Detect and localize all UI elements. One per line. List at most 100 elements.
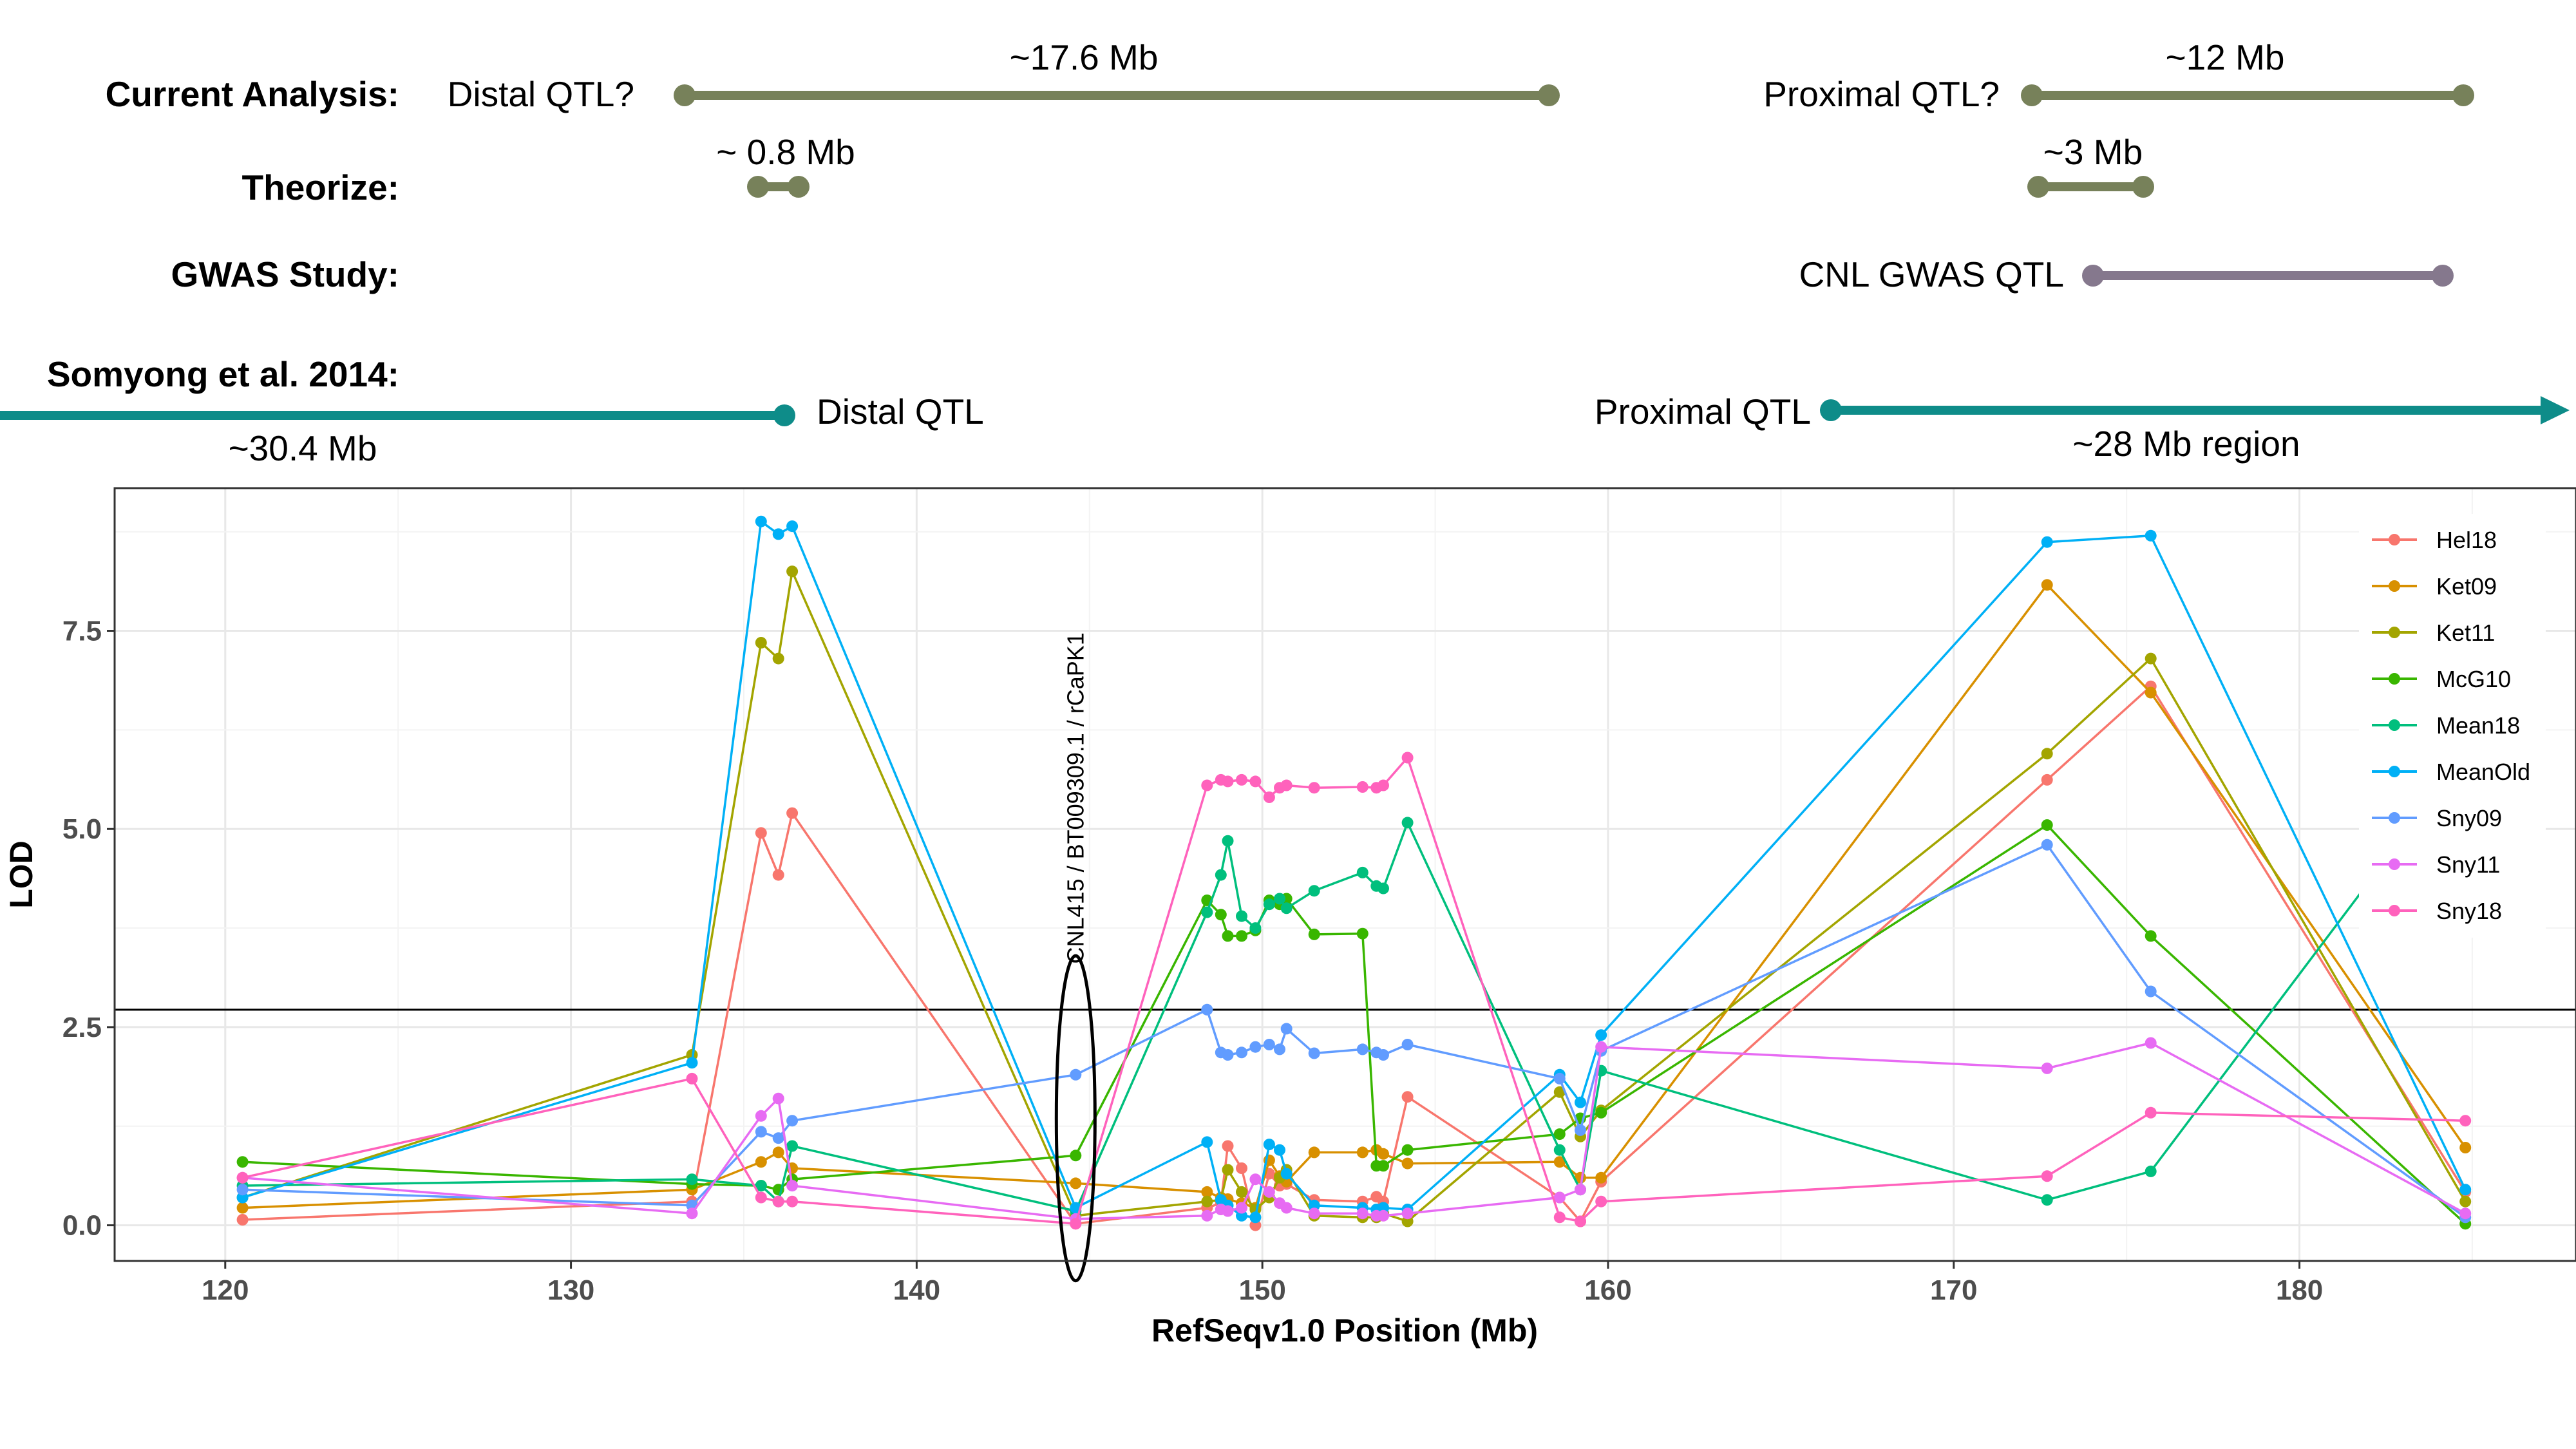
current-proximal-start-point [2021, 84, 2043, 106]
legend-item-mean18: Mean18 [2372, 712, 2520, 739]
theorize-proximal-start-point [2027, 176, 2049, 198]
data-point [755, 1156, 767, 1168]
distal-qtl-question-label: Distal QTL? [448, 74, 634, 114]
row-label-gwas-study: GWAS Study: [171, 254, 399, 294]
data-point [2041, 748, 2053, 760]
series-meanold [236, 515, 2472, 1224]
data-point [1308, 1208, 1320, 1220]
current-proximal-end-point [2452, 84, 2474, 106]
theorize-proximal-end-point [2132, 176, 2154, 198]
data-point [1595, 1029, 1607, 1041]
row-label-theorize: Theorize: [242, 167, 399, 207]
somyong-proximal-size-label: ~28 Mb region [2072, 424, 2300, 464]
data-point [1222, 1140, 1234, 1152]
legend-item-meanold: MeanOld [2372, 759, 2530, 785]
somyong-distal-end-point [773, 404, 795, 426]
y-tick-label: 0.0 [62, 1210, 102, 1242]
series-layer [236, 515, 2472, 1231]
data-point [2459, 1115, 2472, 1127]
legend-item-mcg10: McG10 [2372, 666, 2511, 692]
data-point [686, 1208, 698, 1220]
data-point [1356, 1208, 1368, 1220]
data-point [236, 1184, 249, 1196]
data-point [686, 1072, 698, 1084]
data-point [1280, 902, 1293, 914]
data-point [1236, 1186, 1247, 1198]
legend-key-point [2389, 812, 2400, 824]
data-point [1263, 791, 1275, 803]
y-axis-title: LOD [3, 840, 39, 909]
marker-ellipse [1054, 954, 1097, 1283]
header-annotations: Current Analysis: Theorize: GWAS Study: … [0, 37, 2570, 468]
data-point [786, 1195, 799, 1208]
legend-label: Mean18 [2436, 712, 2520, 739]
data-point [755, 1126, 767, 1138]
data-point [786, 565, 799, 578]
data-point [1201, 1186, 1213, 1198]
data-point [1070, 1177, 1082, 1189]
data-point [1575, 1184, 1586, 1196]
x-tick-label: 160 [1584, 1274, 1631, 1306]
proximal-qtl-question-label: Proximal QTL? [1763, 74, 2000, 114]
data-point [2145, 1165, 2157, 1177]
data-point [1553, 1211, 1566, 1224]
data-point [1401, 1039, 1414, 1050]
data-point [1236, 1046, 1247, 1059]
somyong-proximal-arrowhead-icon [2541, 396, 2570, 424]
data-point [772, 869, 784, 881]
data-point [755, 1191, 767, 1204]
data-point [1595, 1041, 1607, 1053]
legend-key-point [2389, 673, 2400, 685]
data-point [1222, 775, 1234, 788]
data-point [1263, 898, 1275, 911]
data-point [1280, 1202, 1293, 1214]
gridlines [115, 488, 2576, 1261]
legend-item-hel18: Hel18 [2372, 527, 2497, 553]
theorize-proximal-size-label: ~3 Mb [2043, 132, 2143, 172]
data-point [786, 1115, 799, 1127]
data-point [1263, 1186, 1275, 1198]
data-point [2145, 652, 2157, 665]
data-point [1308, 928, 1320, 940]
data-point [1378, 1209, 1389, 1222]
data-point [1401, 1215, 1414, 1227]
data-point [755, 1110, 767, 1122]
data-point [1236, 773, 1247, 786]
data-point [1378, 1202, 1389, 1214]
data-point [1215, 869, 1227, 881]
data-point [1595, 1195, 1607, 1208]
data-point [1222, 835, 1234, 847]
data-point [1575, 1124, 1586, 1136]
data-point [1595, 1106, 1607, 1119]
data-point [2041, 838, 2053, 851]
y-axis-ticks: 0.0 2.5 5.0 7.5 [62, 616, 115, 1242]
data-point [2041, 1170, 2053, 1182]
data-point [1378, 882, 1389, 895]
marker-layer: CNL415 / BT009309.1 / rCaPK1 [1054, 632, 1097, 1283]
legend-label: Sny09 [2436, 805, 2502, 831]
data-point [1553, 1144, 1566, 1156]
x-tick-label: 130 [547, 1274, 594, 1306]
data-point [1356, 1043, 1368, 1056]
data-point [1249, 922, 1262, 934]
data-point [1236, 910, 1247, 922]
data-point [2145, 985, 2157, 998]
data-point [1274, 1144, 1285, 1156]
theorize-distal-size-label: ~ 0.8 Mb [716, 132, 855, 172]
data-point [1575, 1096, 1586, 1108]
data-point [1553, 1156, 1566, 1168]
x-axis-ticks: 120 130 140 150 160 170 180 [202, 1261, 2323, 1306]
data-point [1201, 779, 1213, 791]
data-point [2041, 579, 2053, 591]
somyong-distal-size-label: ~30.4 Mb [229, 428, 377, 468]
data-point [2145, 687, 2157, 699]
data-point [1401, 1208, 1414, 1220]
data-point [2041, 1062, 2053, 1074]
data-point [1274, 893, 1285, 905]
data-point [1222, 1049, 1234, 1061]
data-point [786, 807, 799, 819]
data-point [1401, 1091, 1414, 1103]
data-point [786, 1140, 799, 1152]
legend-key-point [2389, 580, 2400, 592]
